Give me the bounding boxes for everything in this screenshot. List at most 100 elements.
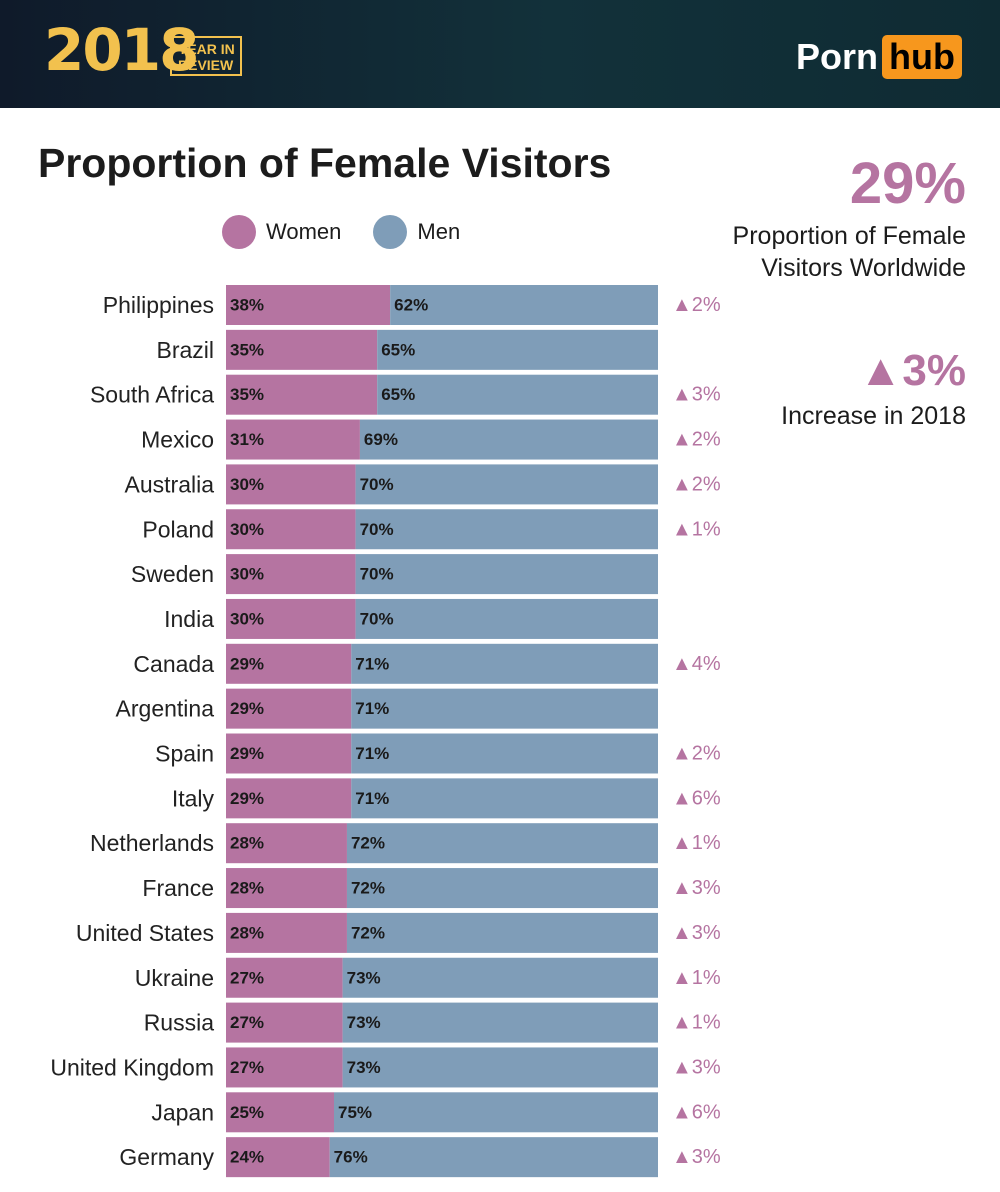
bar-women xyxy=(226,912,347,953)
value-label-women: 29% xyxy=(230,699,264,718)
header-banner: 2018 YEAR IN REVIEW Porn hub xyxy=(0,0,1000,108)
country-label: Mexico xyxy=(141,427,214,453)
bar-men xyxy=(355,464,658,505)
country-label: Germany xyxy=(119,1144,214,1170)
bar-women xyxy=(226,1047,343,1088)
bar-women xyxy=(226,554,356,595)
value-label-women: 30% xyxy=(230,565,264,584)
value-label-men: 73% xyxy=(347,1013,381,1032)
country-label: South Africa xyxy=(90,382,214,408)
value-label-women: 30% xyxy=(230,475,264,494)
bar-men xyxy=(351,688,658,729)
bar-men xyxy=(346,912,658,953)
value-label-men: 70% xyxy=(360,520,394,539)
bar-women xyxy=(226,419,360,460)
value-label-men: 73% xyxy=(347,1058,381,1077)
value-label-women: 27% xyxy=(230,968,264,987)
year-badge: 2018 xyxy=(44,16,199,84)
bar-women xyxy=(226,957,343,998)
value-label-women: 35% xyxy=(230,385,264,404)
country-label: Italy xyxy=(172,785,215,811)
value-label-women: 29% xyxy=(230,654,264,673)
value-label-men: 71% xyxy=(355,789,389,808)
change-label: ▲3% xyxy=(672,384,721,406)
year-in-review-line2: REVIEW xyxy=(178,57,234,73)
change-label: ▲6% xyxy=(672,787,721,809)
bar-women xyxy=(226,1092,334,1133)
worldwide-caption: Proportion of Female Visitors Worldwide xyxy=(732,222,966,282)
value-label-men: 72% xyxy=(351,923,385,942)
legend-item-men: Men xyxy=(373,215,460,249)
bar-women xyxy=(226,464,356,505)
bar-women xyxy=(226,823,347,864)
bar-women xyxy=(226,285,391,325)
bar-women xyxy=(226,688,352,729)
bar-women xyxy=(226,643,352,684)
value-label-men: 75% xyxy=(338,1103,372,1122)
country-label: Russia xyxy=(144,1010,215,1036)
bar-men xyxy=(377,329,658,370)
change-label: ▲1% xyxy=(672,967,721,989)
bar-men xyxy=(346,823,658,864)
bar-men xyxy=(351,778,658,819)
value-label-men: 70% xyxy=(360,609,394,628)
country-label: United Kingdom xyxy=(50,1054,214,1080)
legend-label-women: Women xyxy=(266,219,342,244)
bar-men xyxy=(390,285,658,325)
increase-value: ▲3% xyxy=(858,346,966,395)
bar-men xyxy=(359,419,658,460)
value-label-women: 28% xyxy=(230,923,264,942)
change-label: ▲6% xyxy=(672,1101,721,1123)
bar-women xyxy=(226,509,356,550)
value-label-women: 24% xyxy=(230,1148,264,1167)
bar-women xyxy=(226,1137,330,1178)
change-label: ▲3% xyxy=(672,922,721,944)
country-label: India xyxy=(164,606,214,632)
bar-men xyxy=(377,374,658,415)
bar-women xyxy=(226,598,356,639)
value-label-women: 27% xyxy=(230,1013,264,1032)
legend-swatch-women xyxy=(222,215,256,249)
value-label-women: 38% xyxy=(230,296,264,315)
country-label: Canada xyxy=(133,651,214,677)
value-label-women: 27% xyxy=(230,1058,264,1077)
bar-men xyxy=(346,868,658,909)
value-label-women: 31% xyxy=(230,430,264,449)
value-label-women: 29% xyxy=(230,744,264,763)
value-label-men: 71% xyxy=(355,654,389,673)
country-label: France xyxy=(142,875,214,901)
change-label: ▲2% xyxy=(672,473,721,495)
value-label-men: 70% xyxy=(360,475,394,494)
value-label-men: 73% xyxy=(347,968,381,987)
value-label-men: 72% xyxy=(351,834,385,853)
value-label-men: 62% xyxy=(394,296,428,315)
legend-item-women: Women xyxy=(222,215,341,249)
year-in-review-badge: YEAR IN REVIEW xyxy=(170,36,242,76)
chart-legend: Women Men xyxy=(222,214,492,250)
bar-women xyxy=(226,778,352,819)
bar-men xyxy=(334,1092,658,1133)
value-label-men: 76% xyxy=(334,1148,368,1167)
value-label-women: 30% xyxy=(230,520,264,539)
value-label-women: 29% xyxy=(230,789,264,808)
worldwide-percentage: 29% xyxy=(849,151,966,216)
bar-men xyxy=(342,1002,658,1043)
value-label-men: 69% xyxy=(364,430,398,449)
bar-men xyxy=(351,733,658,774)
value-label-women: 35% xyxy=(230,340,264,359)
value-label-women: 30% xyxy=(230,609,264,628)
country-label: Brazil xyxy=(156,337,214,363)
legend-label-men: Men xyxy=(417,219,461,244)
brand-logo-highlight: hub xyxy=(882,35,962,79)
year-in-review-line1: YEAR IN xyxy=(178,41,235,57)
country-label: Spain xyxy=(155,741,214,767)
change-label: ▲3% xyxy=(672,1056,721,1078)
country-label: United States xyxy=(76,920,214,946)
bar-women xyxy=(226,1002,343,1043)
value-label-men: 71% xyxy=(355,744,389,763)
value-label-men: 70% xyxy=(360,565,394,584)
change-label: ▲2% xyxy=(672,429,721,451)
bar-men xyxy=(342,1047,658,1088)
change-label: ▲1% xyxy=(672,518,721,540)
